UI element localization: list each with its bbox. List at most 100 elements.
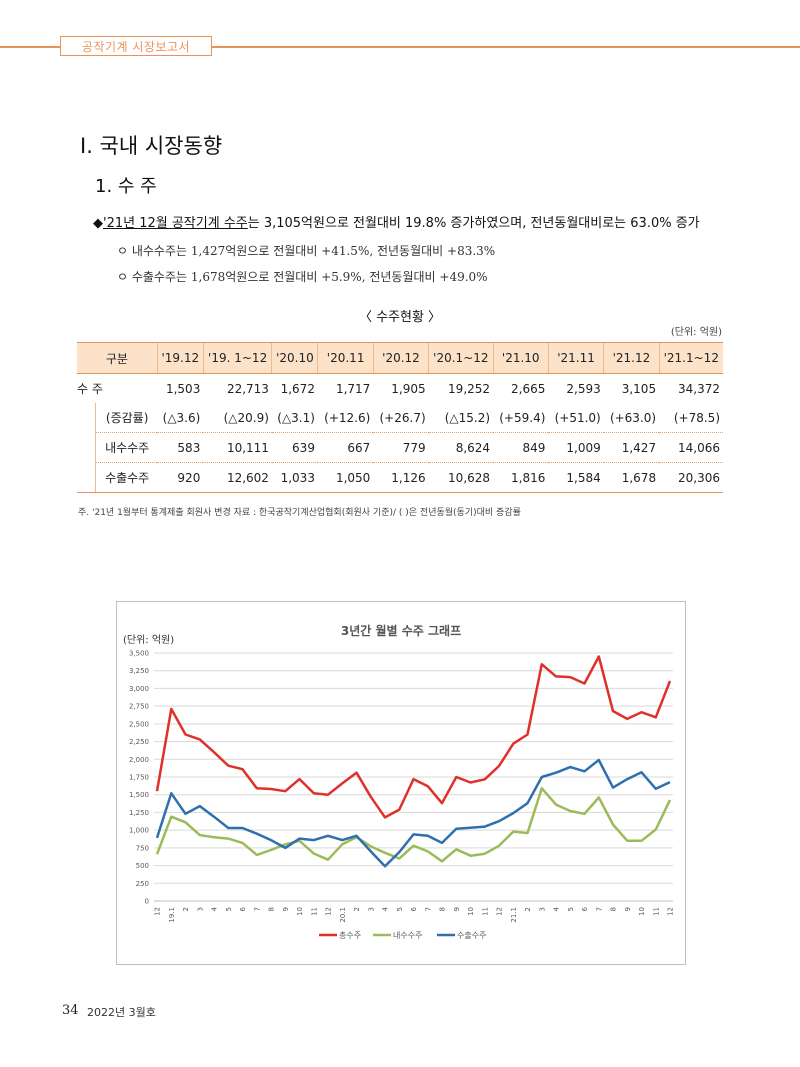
table-cell: (△3.6): [162, 410, 201, 425]
table-cell: (+63.0): [609, 410, 657, 425]
table-row-change-rate: (증감률) (△3.6) (△20.9) (△3.1) (+12.6) (+26…: [77, 403, 723, 433]
x-tick-label: 4: [382, 906, 390, 911]
x-tick-label: 21.1: [510, 907, 518, 923]
table-cell: 1,816: [493, 462, 549, 493]
legend-label: 총수주: [339, 931, 361, 940]
y-tick-label: 1,500: [129, 791, 149, 799]
table-cell: (△20.9): [223, 410, 269, 425]
chart-grid: [154, 652, 673, 902]
x-tick-label: 6: [239, 906, 247, 911]
chart-svg: 3년간 월별 수주 그래프 (단위: 억원) 0 250 500 750 1,000 1,…: [123, 623, 675, 940]
x-tick-label: 3: [196, 907, 204, 911]
y-tick-label: 2,500: [129, 720, 149, 728]
table-cell: 1,678: [603, 462, 660, 493]
diamond-bullet-icon: ◆: [93, 216, 103, 231]
table-cell: (+12.6): [324, 410, 371, 425]
x-tick-label: 3: [538, 907, 546, 911]
table-cell: (+59.4): [499, 410, 546, 425]
table-cell: 10,111: [203, 432, 272, 463]
table-row-total: 수 주 1,503 22,713 1,672 1,717 1,905 19,25…: [77, 374, 723, 404]
chart-legend: 총수주 내수수주 수출수주: [319, 930, 486, 940]
column-header: '19.12: [156, 342, 204, 374]
table-cell: 19,252: [448, 381, 491, 396]
y-tick-label: 3,500: [129, 650, 149, 658]
legend-label: 수출수주: [457, 930, 486, 940]
row-label: (증감률): [95, 403, 158, 433]
table-cell: (+51.0): [554, 410, 601, 425]
row-indent: [77, 462, 96, 493]
column-header: '20.10: [271, 342, 318, 374]
column-header: '20.12: [372, 342, 429, 374]
heading-domestic-market: Ⅰ. 국내 시장동향: [80, 134, 223, 158]
table-title: 〈 수주현황 〉: [358, 310, 442, 325]
table-cell: 3,105: [621, 381, 657, 396]
table-cell: 1,717: [335, 381, 371, 396]
table-cell: 14,066: [659, 432, 723, 463]
y-tick-label: 3,000: [129, 685, 149, 693]
series-line: [155, 787, 672, 863]
table-header-row: 구분 '19.12 '19. 1~12 '20.10 '20.11 '20.12…: [77, 342, 723, 374]
row-label: 내수수주: [95, 432, 158, 463]
x-tick-label: 10: [296, 907, 304, 916]
column-header: '21.1~12: [658, 342, 723, 374]
column-header: 구분: [77, 342, 158, 374]
y-tick-label: 3,250: [129, 667, 149, 675]
table-unit: (단위: 억원): [670, 327, 722, 338]
table-cell: 8,624: [428, 432, 494, 463]
series-line: [155, 655, 672, 819]
summary-bullet-text: 는 3,105억원으로 전월대비 19.8% 증가하였으며, 전년동월대비로는 …: [247, 216, 700, 231]
table-cell: 639: [271, 432, 318, 463]
heading-orders: 1. 수 주: [95, 176, 157, 197]
x-tick-label: 10: [638, 907, 646, 916]
x-tick-label: 12: [154, 907, 162, 916]
table-cell: 583: [157, 432, 204, 463]
summary-bullet-subject: '21년 12월 공작기계 수주: [103, 216, 248, 231]
table-row-export: 수출수주 920 12,602 1,033 1,050 1,126 10,628…: [77, 462, 723, 493]
y-tick-label: 2,750: [129, 703, 149, 711]
table-cell: (+78.5): [673, 410, 720, 425]
section-label: 공작기계 시장보고서: [60, 36, 212, 56]
y-tick-label: 2,250: [129, 738, 149, 746]
y-tick-label: 500: [136, 862, 149, 870]
table-cell: 849: [493, 432, 549, 463]
x-tick-label: 8: [439, 907, 447, 911]
x-tick-label: 7: [424, 907, 432, 911]
column-header: '20.11: [317, 342, 374, 374]
x-tick-label: 20.1: [339, 907, 347, 923]
x-tick-label: 19.1: [168, 907, 176, 923]
series-line: [155, 758, 671, 868]
table-cell: 1,672: [280, 381, 315, 396]
y-tick-label: 250: [136, 880, 149, 888]
x-tick-label: 5: [396, 907, 404, 911]
orders-table: 구분 '19.12 '19. 1~12 '20.10 '20.11 '20.12…: [77, 342, 723, 493]
x-tick-label: 8: [610, 907, 618, 911]
x-tick-label: 6: [581, 906, 589, 911]
x-tick-label: 9: [453, 907, 461, 911]
column-header: '19. 1~12: [202, 342, 272, 374]
y-axis-ticks: 0 250 500 750 1,000 1,250 1,500 1,750 2,000 2,250…: [129, 650, 149, 906]
legend-label: 내수수주: [393, 931, 422, 940]
row-indent: [77, 433, 96, 463]
y-tick-label: 0: [145, 898, 149, 906]
table-cell: 20,306: [659, 462, 723, 493]
x-tick-label: 12: [496, 907, 504, 916]
y-tick-label: 1,250: [129, 809, 149, 817]
table-cell: 1,033: [271, 462, 318, 493]
x-tick-label: 2: [524, 907, 532, 911]
x-tick-label: 7: [253, 907, 261, 911]
y-tick-label: 1,000: [129, 827, 149, 835]
table-cell: 779: [373, 432, 429, 463]
table-cell: 1,584: [548, 462, 604, 493]
x-tick-label: 2: [182, 907, 190, 911]
x-tick-label: 6: [410, 906, 418, 911]
column-header: '21.10: [492, 342, 549, 374]
x-tick-label: 7: [595, 907, 603, 911]
x-tick-label: 5: [225, 907, 233, 911]
x-tick-label: 4: [553, 906, 561, 911]
orders-chart: 3년간 월별 수주 그래프 (단위: 억원) 0 250 500 750 1,000 1,…: [116, 601, 686, 965]
row-indent: [77, 403, 96, 433]
table-cell: 2,665: [511, 381, 546, 396]
table-cell: 1,503: [165, 381, 201, 396]
row-label: 수 주: [77, 382, 103, 396]
column-header: '20.1~12: [428, 342, 494, 374]
